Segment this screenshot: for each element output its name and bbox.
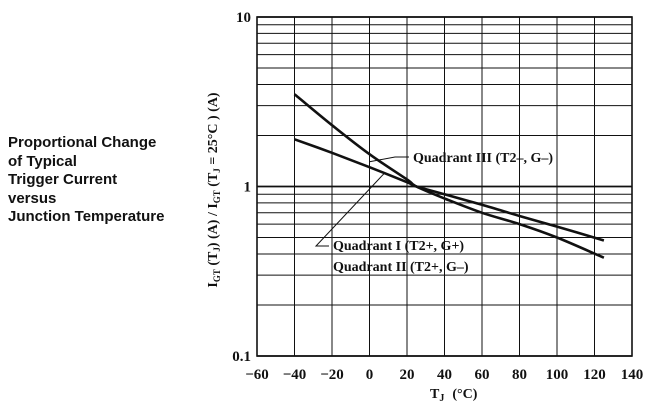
y-axis-label-s3: GT — [212, 190, 222, 203]
y-axis-label-p5: = 25°C ) (A) — [206, 92, 221, 168]
leader-quadrant-iii — [369, 156, 409, 163]
leader-lines — [314, 156, 409, 247]
x-axis-label-sub: J — [439, 393, 444, 404]
side-title-line-3: Trigger Current — [8, 171, 118, 188]
side-title-line-1: Proportional Change — [8, 134, 157, 151]
y-axis-label-s1: GT — [212, 269, 222, 282]
side-title-line-5: Junction Temperature — [8, 208, 165, 225]
label-quadrant-ii: Quadrant II (T2+, G–) — [333, 260, 469, 275]
side-title-line-2: of Typical — [8, 152, 77, 170]
y-axis-ticks: 0.1 1 10 — [232, 10, 251, 365]
x-axis-label: TJ (°C) — [430, 387, 478, 404]
label-quadrant-i: Quadrant I (T2+, G+) — [333, 239, 464, 254]
chart-grid — [256, 16, 633, 357]
curves — [293, 93, 605, 259]
y-axis-label-p3: ) (A) / I — [206, 203, 221, 247]
curve-series-1 — [293, 93, 605, 259]
y-tick-label: 1 — [244, 180, 252, 196]
y-axis-label-p1: I — [206, 282, 221, 287]
x-tick-label: 80 — [512, 367, 527, 383]
x-axis-ticks: −60 −40 −20 0 20 40 60 80 100 120 140 — [245, 367, 643, 383]
x-tick-label: −60 — [245, 367, 269, 383]
x-tick-label: 60 — [475, 367, 490, 383]
x-tick-label: 20 — [400, 367, 415, 383]
y-axis-label-s2: J — [212, 247, 222, 252]
y-axis-label-p2: (T — [206, 251, 221, 269]
x-tick-label: 100 — [546, 367, 569, 383]
x-axis-label-main: T — [430, 387, 440, 402]
leader-quadrant-i — [314, 172, 385, 247]
side-title: Proportional Change of Typical Trigger C… — [8, 134, 198, 227]
curve-series-2 — [294, 138, 605, 242]
x-tick-label: 40 — [437, 367, 452, 383]
x-tick-label: 120 — [583, 367, 606, 383]
x-axis-label-unit: (°C) — [452, 387, 477, 402]
x-tick-label: 140 — [621, 367, 644, 383]
side-title-line-4: versus — [8, 189, 57, 207]
x-tick-label: −40 — [283, 367, 307, 383]
y-axis-label: IGT (TJ) (A) / IGT (TJ = 25°C ) (A) — [206, 92, 222, 288]
y-axis-label-p4: (T — [206, 172, 221, 190]
x-tick-label: 0 — [366, 367, 374, 383]
label-quadrant-iii: Quadrant III (T2–, G–) — [413, 151, 553, 166]
y-tick-label: 10 — [236, 10, 251, 26]
y-tick-label: 0.1 — [232, 349, 251, 365]
plot-frame — [256, 16, 633, 357]
y-axis-label-s4: J — [212, 168, 222, 173]
x-tick-label: −20 — [320, 367, 344, 383]
